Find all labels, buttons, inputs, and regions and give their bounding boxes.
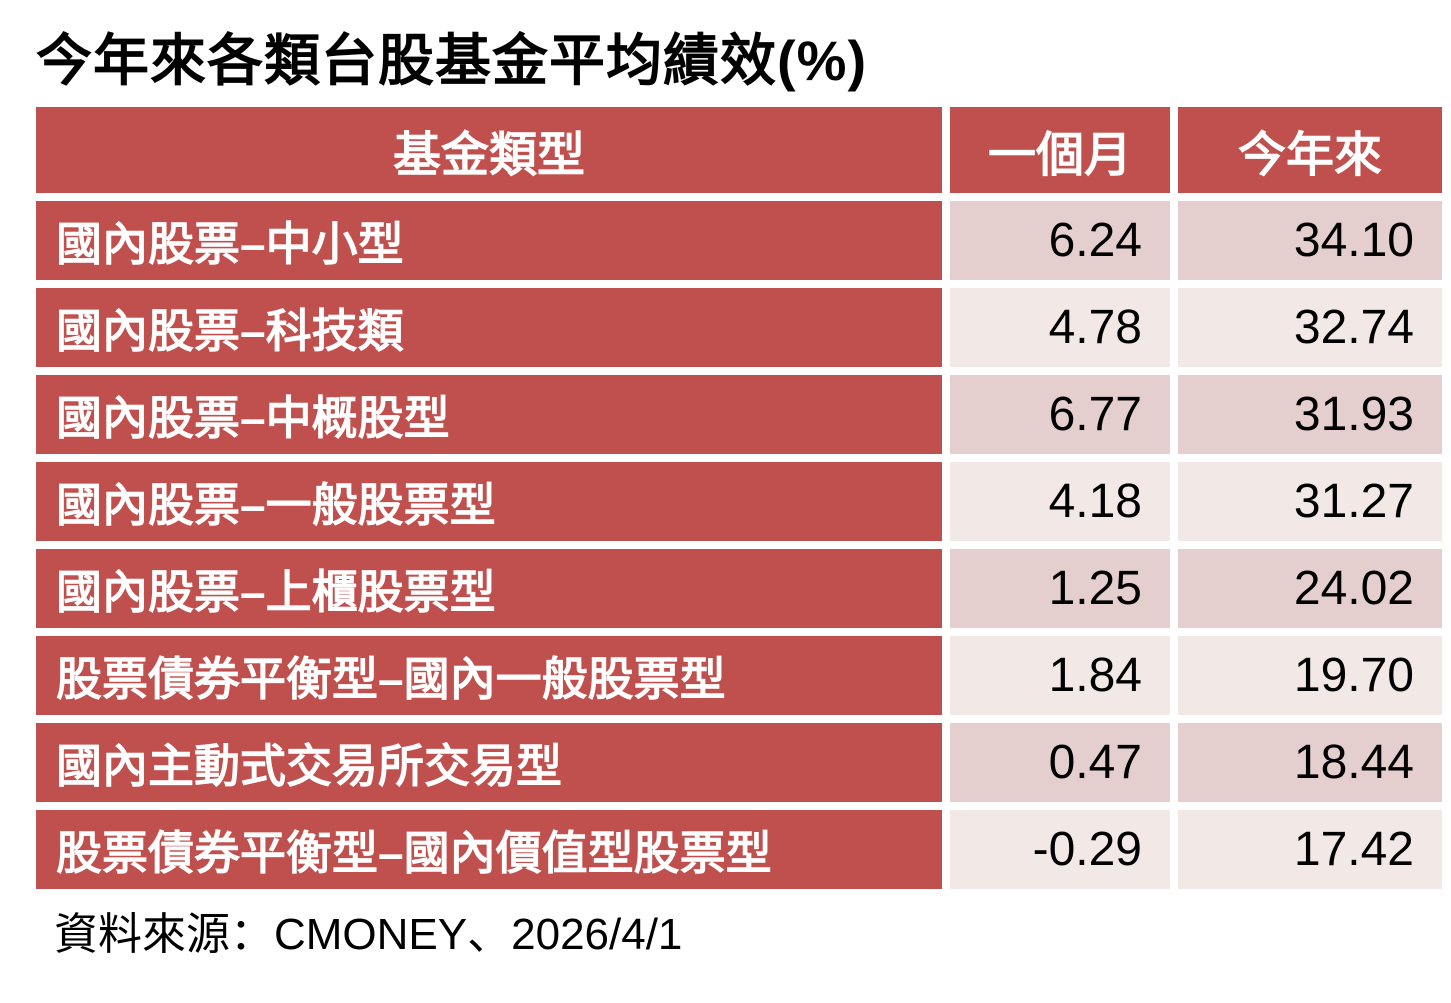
- one-month-cell: 1.84: [950, 636, 1170, 715]
- fund-type-cell: 國內股票–中概股型: [36, 375, 942, 454]
- one-month-cell: 6.24: [950, 201, 1170, 280]
- fund-type-cell: 國內主動式交易所交易型: [36, 723, 942, 802]
- ytd-cell: 32.74: [1178, 288, 1442, 367]
- one-month-cell: 6.77: [950, 375, 1170, 454]
- one-month-cell: 0.47: [950, 723, 1170, 802]
- fund-type-cell: 國內股票–上櫃股票型: [36, 549, 942, 628]
- performance-table: 基金類型 一個月 今年來 國內股票–中小型 6.24 34.10 國內股票–科技…: [36, 107, 1442, 889]
- one-month-cell: -0.29: [950, 810, 1170, 889]
- ytd-cell: 24.02: [1178, 549, 1442, 628]
- one-month-cell: 4.78: [950, 288, 1170, 367]
- ytd-cell: 19.70: [1178, 636, 1442, 715]
- fund-type-cell: 股票債券平衡型–國內價值型股票型: [36, 810, 942, 889]
- ytd-cell: 18.44: [1178, 723, 1442, 802]
- ytd-cell: 34.10: [1178, 201, 1442, 280]
- ytd-cell: 31.93: [1178, 375, 1442, 454]
- one-month-cell: 1.25: [950, 549, 1170, 628]
- ytd-cell: 31.27: [1178, 462, 1442, 541]
- column-header-one-month: 一個月: [950, 107, 1170, 193]
- page-title: 今年來各類台股基金平均績效(%): [36, 29, 868, 92]
- ytd-cell: 17.42: [1178, 810, 1442, 889]
- fund-type-cell: 國內股票–中小型: [36, 201, 942, 280]
- column-header-fund-type: 基金類型: [36, 107, 942, 193]
- source-note: 資料來源：CMONEY、2026/4/1: [54, 910, 683, 959]
- fund-type-cell: 國內股票–一般股票型: [36, 462, 942, 541]
- column-header-ytd: 今年來: [1178, 107, 1442, 193]
- one-month-cell: 4.18: [950, 462, 1170, 541]
- fund-type-cell: 股票債券平衡型–國內一般股票型: [36, 636, 942, 715]
- fund-type-cell: 國內股票–科技類: [36, 288, 942, 367]
